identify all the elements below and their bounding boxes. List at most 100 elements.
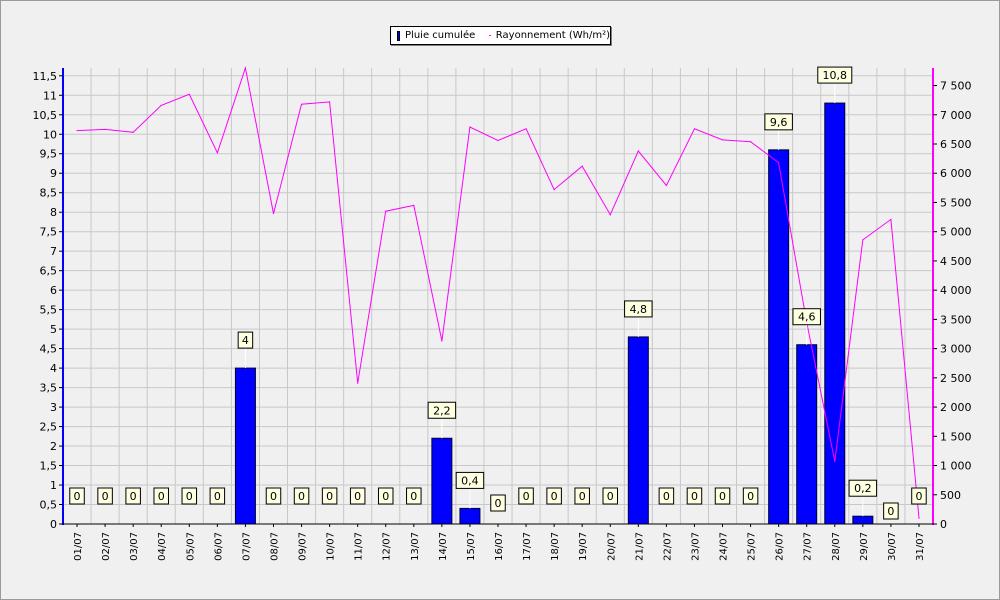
legend-swatch-pluie — [397, 30, 401, 41]
data-label-31/07: 0 — [915, 490, 922, 503]
y-left-tick-label-22: 11 — [43, 89, 57, 102]
x-tick-label-21/07: 21/07 — [634, 532, 645, 561]
point-rayonnement-22/07 — [665, 184, 667, 187]
data-label-05/07: 0 — [186, 490, 193, 503]
data-label-29/07: 0,2 — [854, 482, 872, 495]
x-tick-label-11/07: 11/07 — [354, 532, 365, 561]
point-rayonnement-09/07 — [300, 103, 303, 105]
data-label-02/07: 0 — [102, 490, 109, 503]
data-label-box-05/07 — [181, 487, 198, 505]
legend-label-pluie: Pluie cumulée — [405, 30, 476, 41]
data-label-box-14/07 — [427, 401, 457, 419]
data-label-25/07: 0 — [747, 490, 754, 503]
x-tick-label-19/07: 19/07 — [578, 532, 589, 561]
data-label-03/07: 0 — [130, 490, 137, 503]
data-label-21/07: 4,8 — [630, 303, 648, 316]
data-label-box-01/07 — [69, 487, 85, 505]
y-left-tick-label-7: 3,5 — [40, 382, 58, 395]
x-tick-label-14/07: 14/07 — [438, 532, 449, 561]
bar-07/07 — [234, 367, 256, 525]
bar-26/07 — [768, 149, 790, 525]
data-label-14/07: 2,2 — [433, 404, 451, 417]
point-rayonnement-18/07 — [553, 189, 555, 191]
x-tick-label-23/07: 23/07 — [690, 532, 701, 561]
point-rayonnement-31/07 — [918, 517, 920, 519]
y-left-tick-label-11: 5,5 — [40, 304, 58, 317]
data-label-28/07: 10,8 — [823, 69, 848, 82]
data-label-box-20/07 — [602, 487, 619, 505]
data-label-box-17/07 — [518, 487, 534, 505]
data-label-12/07: 0 — [382, 490, 389, 503]
data-label-01/07: 0 — [74, 490, 81, 503]
x-tick-label-08/07: 08/07 — [269, 532, 280, 561]
point-rayonnement-06/07 — [216, 152, 218, 154]
data-label-09/07: 0 — [298, 490, 305, 503]
data-label-box-11/07 — [349, 487, 366, 505]
data-label-box-21/07 — [624, 300, 653, 318]
x-tick-label-31/07: 31/07 — [915, 532, 926, 561]
legend-label-rayonnement: Rayonnement (Wh/m²) — [495, 30, 610, 41]
data-label-box-06/07 — [209, 487, 226, 505]
x-tick-label-18/07: 18/07 — [550, 532, 561, 561]
point-rayonnement-20/07 — [609, 214, 611, 216]
point-rayonnement-10/07 — [329, 101, 331, 103]
data-label-box-28/07 — [817, 66, 853, 84]
x-tick-label-25/07: 25/07 — [747, 532, 758, 561]
y-left-tick-label-15: 7,5 — [40, 226, 58, 239]
data-label-box-24/07 — [714, 487, 731, 505]
data-label-19/07: 0 — [579, 490, 586, 503]
bar-29/07 — [852, 515, 874, 525]
data-label-20/07: 0 — [607, 490, 614, 503]
data-label-box-30/07 — [883, 502, 899, 520]
y-right-tick-label-2: 1 000 — [940, 460, 972, 473]
x-tick-label-03/07: 03/07 — [129, 532, 140, 561]
point-rayonnement-16/07 — [497, 139, 499, 142]
point-rayonnement-08/07 — [272, 212, 275, 215]
data-label-07/07: 4 — [242, 334, 249, 347]
x-tick-label-17/07: 17/07 — [522, 532, 533, 561]
data-label-22/07: 0 — [663, 490, 670, 503]
x-tick-label-24/07: 24/07 — [719, 532, 730, 561]
data-label-box-23/07 — [686, 487, 703, 505]
data-label-box-03/07 — [125, 487, 141, 505]
point-rayonnement-02/07 — [104, 128, 106, 130]
data-label-box-10/07 — [321, 487, 338, 505]
y-left-tick-label-12: 6 — [50, 284, 57, 297]
point-rayonnement-01/07 — [76, 129, 78, 132]
data-label-box-25/07 — [742, 487, 759, 505]
point-rayonnement-12/07 — [385, 210, 387, 212]
data-label-box-16/07 — [490, 494, 506, 512]
point-rayonnement-28/07 — [834, 460, 836, 463]
x-tick-label-28/07: 28/07 — [831, 532, 842, 561]
point-rayonnement-11/07 — [357, 382, 359, 384]
data-label-box-04/07 — [153, 487, 169, 505]
x-tick-label-06/07: 06/07 — [213, 532, 224, 561]
x-tick-label-09/07: 09/07 — [298, 532, 309, 561]
point-rayonnement-30/07 — [890, 218, 892, 221]
x-tick-label-10/07: 10/07 — [326, 532, 337, 561]
y-right-tick-label-12: 6 000 — [940, 167, 972, 180]
x-tick-label-27/07: 27/07 — [803, 532, 814, 561]
y-left-tick-label-1: 0,5 — [40, 499, 58, 512]
point-rayonnement-23/07 — [693, 128, 696, 130]
y-right-tick-label-15: 7 500 — [940, 80, 972, 93]
data-label-08/07: 0 — [270, 490, 277, 503]
data-label-26/07: 9,6 — [770, 116, 788, 129]
data-label-box-19/07 — [574, 487, 590, 505]
data-label-box-31/07 — [911, 487, 927, 505]
data-label-box-27/07 — [792, 308, 821, 326]
x-tick-label-05/07: 05/07 — [185, 532, 196, 561]
data-label-24/07: 0 — [719, 490, 726, 503]
x-tick-label-07/07: 07/07 — [241, 532, 252, 561]
bar-21/07 — [627, 336, 649, 525]
point-rayonnement-21/07 — [637, 150, 639, 152]
y-left-tick-label-14: 7 — [50, 245, 57, 258]
bar-15/07 — [459, 507, 481, 525]
data-label-10/07: 0 — [326, 490, 333, 503]
data-label-box-22/07 — [658, 487, 675, 505]
y-right-tick-label-3: 1 500 — [940, 430, 972, 443]
data-label-box-29/07 — [848, 479, 878, 497]
x-tick-label-26/07: 26/07 — [775, 532, 786, 561]
legend: Pluie cumulée Rayonnement (Wh/m²) — [390, 26, 611, 45]
y-left-tick-label-10: 5 — [50, 323, 57, 336]
